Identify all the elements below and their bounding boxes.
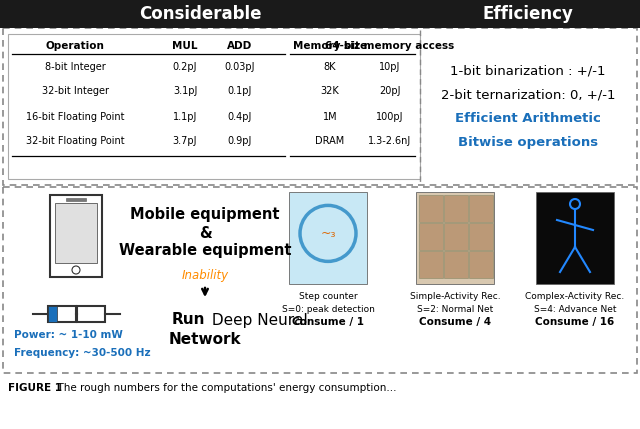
Text: 100pJ: 100pJ <box>376 112 404 121</box>
Bar <box>444 223 468 250</box>
Text: 1.1pJ: 1.1pJ <box>173 112 197 121</box>
Text: 20pJ: 20pJ <box>380 87 401 97</box>
Bar <box>0 0 640 28</box>
Text: 32-bit Floating Point: 32-bit Floating Point <box>26 136 124 146</box>
Text: Mobile equipment: Mobile equipment <box>131 208 280 223</box>
Text: 0.4pJ: 0.4pJ <box>228 112 252 121</box>
Text: Power: ~ 1-10 mW: Power: ~ 1-10 mW <box>14 330 123 340</box>
Text: 3.7pJ: 3.7pJ <box>173 136 197 146</box>
Text: Wearable equipment: Wearable equipment <box>119 244 291 259</box>
Text: 8-bit Integer: 8-bit Integer <box>45 61 106 72</box>
Bar <box>444 195 468 222</box>
Text: Consume / 4: Consume / 4 <box>419 317 491 327</box>
Bar <box>3 28 637 185</box>
Text: Consume / 16: Consume / 16 <box>536 317 614 327</box>
Text: Run: Run <box>172 312 205 327</box>
Bar <box>77 306 105 322</box>
Bar <box>50 195 102 277</box>
Text: 1M: 1M <box>323 112 337 121</box>
Text: Deep Neural: Deep Neural <box>207 312 308 327</box>
Text: 32K: 32K <box>321 87 339 97</box>
Circle shape <box>72 266 80 274</box>
Bar <box>444 251 468 278</box>
Text: 8K: 8K <box>324 61 336 72</box>
Bar <box>469 251 493 278</box>
Bar <box>469 223 493 250</box>
Text: 2-bit ternarization: 0, +/-1: 2-bit ternarization: 0, +/-1 <box>441 88 615 101</box>
Text: Efficiency: Efficiency <box>483 5 573 23</box>
Bar <box>419 251 443 278</box>
Text: 1.3-2.6nJ: 1.3-2.6nJ <box>369 136 412 146</box>
Text: 10pJ: 10pJ <box>380 61 401 72</box>
Text: MUL: MUL <box>172 41 198 51</box>
Text: Memory size: Memory size <box>293 41 367 51</box>
Text: 16-bit Floating Point: 16-bit Floating Point <box>26 112 124 121</box>
Text: 0.1pJ: 0.1pJ <box>228 87 252 97</box>
Bar <box>48 306 57 322</box>
Text: Step counter
S=0: peak detection: Step counter S=0: peak detection <box>282 292 374 314</box>
Text: 0.2pJ: 0.2pJ <box>173 61 197 72</box>
Text: Consume / 1: Consume / 1 <box>292 317 364 327</box>
Text: Efficient Arithmetic: Efficient Arithmetic <box>455 112 601 125</box>
Text: Network: Network <box>169 332 241 347</box>
Bar <box>3 187 637 373</box>
Text: Bitwise operations: Bitwise operations <box>458 136 598 149</box>
Text: The rough numbers for the computations' energy consumption...: The rough numbers for the computations' … <box>51 383 397 393</box>
Text: FIGURE 1: FIGURE 1 <box>8 383 62 393</box>
Bar <box>55 203 97 263</box>
Bar <box>536 192 614 284</box>
Bar <box>419 223 443 250</box>
Bar <box>289 192 367 284</box>
Text: 1-bit binarization : +/-1: 1-bit binarization : +/-1 <box>451 64 605 77</box>
Text: Simple-Activity Rec.
S=2: Normal Net: Simple-Activity Rec. S=2: Normal Net <box>410 292 500 314</box>
Text: Operation: Operation <box>45 41 104 51</box>
Text: 0.03pJ: 0.03pJ <box>225 61 255 72</box>
Bar <box>469 195 493 222</box>
Text: Frequency: ~30-500 Hz: Frequency: ~30-500 Hz <box>14 348 150 358</box>
Text: 32-bit Integer: 32-bit Integer <box>42 87 109 97</box>
Text: ADD: ADD <box>227 41 253 51</box>
Text: 0.9pJ: 0.9pJ <box>228 136 252 146</box>
Bar <box>66 198 86 201</box>
Text: Inability: Inability <box>181 269 228 281</box>
Bar <box>419 195 443 222</box>
Bar <box>8 34 420 179</box>
Text: Considerable: Considerable <box>139 5 261 23</box>
Text: &: & <box>198 226 211 241</box>
Bar <box>48 306 76 322</box>
Text: Complex-Activity Rec.
S=4: Advance Net: Complex-Activity Rec. S=4: Advance Net <box>525 292 625 314</box>
Text: 64-bit memory access: 64-bit memory access <box>325 41 454 51</box>
Text: DRAM: DRAM <box>316 136 344 146</box>
Bar <box>416 192 494 284</box>
Text: ~₃: ~₃ <box>320 227 336 240</box>
Text: 3.1pJ: 3.1pJ <box>173 87 197 97</box>
